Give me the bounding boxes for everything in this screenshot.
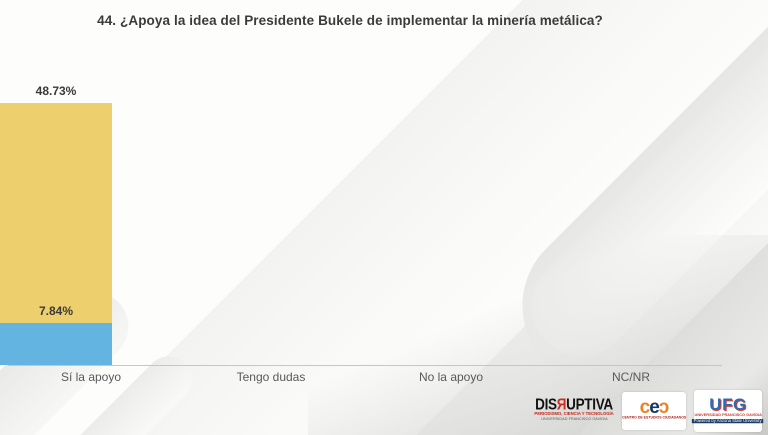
disruptiva-wordmark: DISЯUPTIVA — [535, 395, 613, 413]
background-swoosh-top-right-outer — [489, 0, 768, 419]
disruptiva-logo: DISЯUPTIVA PERIODISMO, CIENCIA Y TECNOLO… — [534, 395, 614, 425]
x-axis-line — [8, 365, 722, 366]
ufg-tagline-2: Powered by Arizona State University — [692, 419, 764, 424]
cec-wordmark: ceɔ — [639, 396, 670, 418]
disruptiva-reversed-r: Я — [556, 395, 567, 413]
ufg-tagline-1: UNIVERSIDAD FRANCISCO GAVIDIA — [694, 413, 762, 417]
category-label-tengo-dudas: Tengo dudas — [236, 370, 306, 384]
bar — [0, 322, 112, 365]
category-label-no-la-apoyo: No la apoyo — [418, 370, 484, 384]
category-label-nc-nr: NC/NR — [612, 370, 650, 384]
chart-title: 44. ¿Apoya la idea del Presidente Bukele… — [97, 13, 603, 28]
ufg-wordmark: UFG — [709, 395, 747, 414]
background-swoosh-top-right-inner — [510, 0, 768, 377]
category-label-si-la-apoyo: Sí la apoyo — [60, 370, 122, 384]
cec-tagline: CENTRO DE ESTUDIOS CIUDADANOS — [621, 416, 687, 420]
bar-group-no-la-apoyo: 48.73% — [0, 84, 112, 365]
bar-value-label: 7.84% — [38, 303, 74, 318]
disruptiva-tagline-2: UNIVERSIDAD FRANCISCO GAVIDIA — [540, 417, 608, 422]
disruptiva-tagline-1: PERIODISMO, CIENCIA Y TECNOLOGÍA — [534, 412, 614, 417]
ufg-logo: UFG UNIVERSIDAD FRANCISCO GAVIDIA Powere… — [692, 390, 764, 432]
bar — [0, 103, 112, 365]
footer-logos: DISЯUPTIVA PERIODISMO, CIENCIA Y TECNOLO… — [534, 390, 764, 432]
bar-group-nc-nr: 7.84% — [0, 304, 112, 365]
bar-value-label: 48.73% — [35, 84, 77, 98]
cec-logo: ceɔ CENTRO DE ESTUDIOS CIUDADANOS — [622, 392, 686, 430]
